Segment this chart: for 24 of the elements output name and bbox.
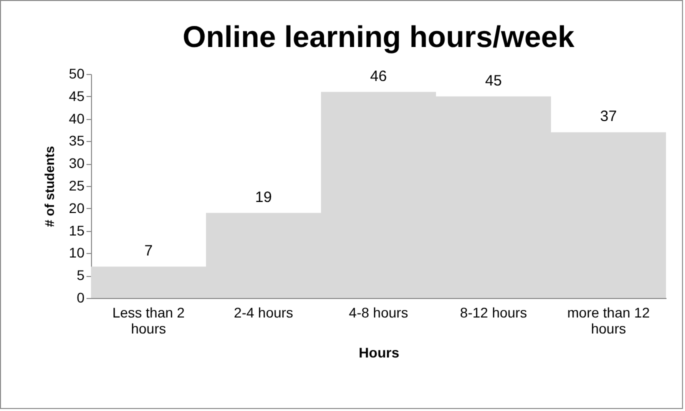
y-tick-label: 50 [68, 66, 85, 82]
x-tick-label: 2-4 hours [234, 304, 294, 320]
chart-title: Online learning hours/week [182, 21, 575, 54]
y-tick-label: 0 [76, 290, 85, 306]
y-tick-label: 20 [68, 200, 85, 216]
x-tick-label: 8-12 hours [460, 304, 527, 320]
x-tick-label: more than 12 hours [567, 304, 650, 336]
x-tick-label: 4-8 hours [348, 304, 408, 320]
x-axis-title: Hours [358, 344, 400, 360]
y-tick-label: 30 [68, 155, 85, 172]
y-tick-label: 15 [68, 222, 85, 238]
y-tick-label: 45 [68, 88, 85, 104]
data-label: 45 [485, 72, 502, 90]
y-tick-label: 10 [68, 244, 85, 261]
y-tick-label: 25 [68, 178, 85, 194]
x-tick-label: Less than 2 hours [112, 304, 185, 336]
data-label: 46 [370, 68, 387, 85]
y-axis-title: # of students [42, 146, 57, 227]
y-tick-label: 35 [68, 132, 85, 149]
data-label: 37 [600, 108, 617, 126]
y-tick-label: 40 [68, 110, 85, 126]
y-tick-label: 5 [76, 267, 85, 284]
data-label: 19 [255, 188, 272, 206]
data-label: 7 [144, 242, 153, 260]
